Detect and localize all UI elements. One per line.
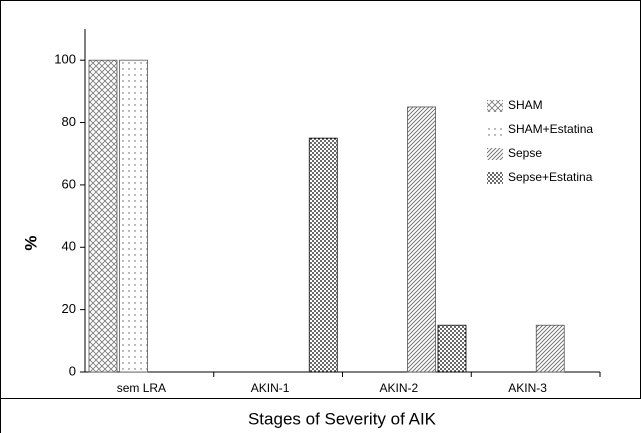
legend-swatch: [487, 172, 503, 184]
x-tick-label: sem LRA: [117, 381, 166, 395]
bar: [119, 59, 148, 373]
bar: [437, 324, 467, 373]
bar: [88, 59, 118, 373]
bar: [407, 106, 436, 373]
legend-swatch: [487, 100, 503, 112]
x-tick-label: AKIN-3: [508, 381, 547, 395]
x-axis-label: Stages of Severity of AIK: [248, 409, 437, 428]
x-tick-label: AKIN-1: [251, 381, 290, 395]
y-tick-label: 20: [62, 301, 76, 316]
legend-label: Sepse+Estatina: [508, 170, 593, 184]
legend-label: SHAM: [508, 98, 543, 112]
y-tick-label: 100: [54, 52, 76, 67]
y-tick-label: 60: [62, 176, 76, 191]
legend-swatch: [487, 148, 503, 160]
x-tick-label: AKIN-2: [380, 381, 419, 395]
y-tick-label: 0: [69, 363, 76, 378]
legend-label: SHAM+Estatina: [508, 122, 593, 136]
y-axis-label: %: [21, 235, 40, 250]
legend-label: Sepse: [508, 146, 542, 160]
legend-swatch: [487, 124, 503, 136]
bar: [535, 324, 565, 373]
y-tick-label: 80: [62, 114, 76, 129]
bar: [308, 137, 338, 373]
y-tick-label: 40: [62, 239, 76, 254]
